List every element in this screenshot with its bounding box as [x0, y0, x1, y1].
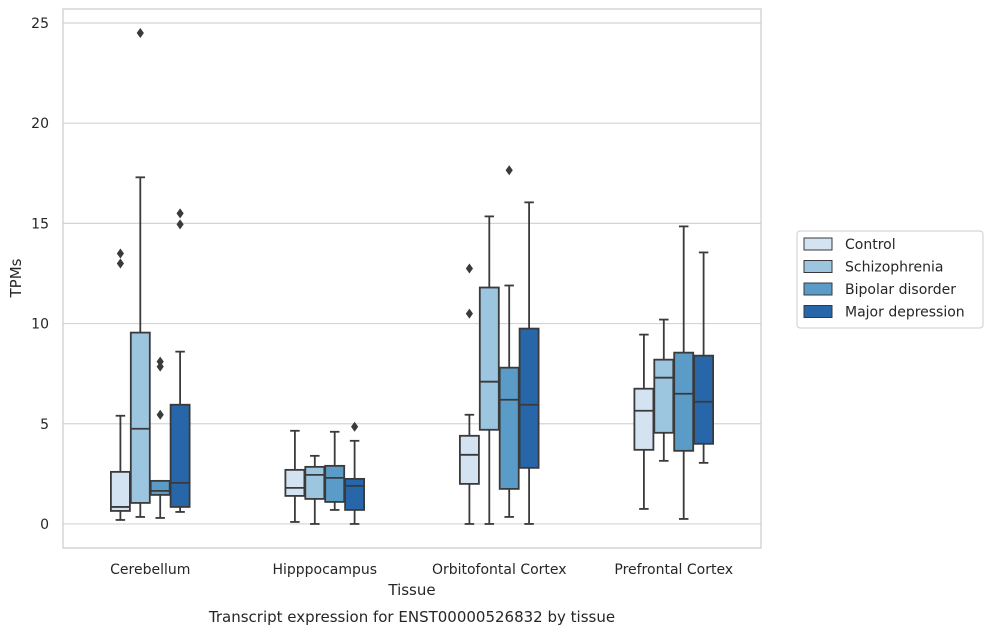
legend-swatch	[803, 260, 833, 273]
outlier-point	[116, 248, 124, 259]
y-tick-label: 25	[31, 16, 49, 32]
box-schizophrenia	[653, 318, 675, 462]
legend-label: Bipolar disorder	[845, 282, 956, 298]
outlier-point	[176, 219, 184, 230]
outlier-point	[505, 165, 513, 176]
outlier-point	[156, 409, 164, 420]
box-schizophrenia	[304, 454, 326, 525]
x-tick-label: Prefrontal Cortex	[614, 562, 733, 578]
x-tick-label: Orbitofontal Cortex	[432, 562, 567, 578]
box-bipolar-disorder	[324, 430, 346, 511]
box-bipolar-disorder	[498, 165, 520, 518]
legend-label: Control	[845, 237, 896, 253]
outlier-point	[116, 258, 124, 269]
y-tick-label: 0	[40, 517, 49, 533]
legend-swatch	[803, 237, 833, 251]
legend-swatch	[803, 282, 833, 296]
x-axis-label: Tissue	[387, 581, 435, 599]
outlier-point	[176, 208, 184, 219]
box-control	[633, 333, 655, 510]
x-tick-label: Hipppocampus	[272, 562, 377, 578]
box-control	[458, 263, 480, 525]
box-iqr	[169, 403, 191, 508]
box-iqr	[478, 286, 500, 431]
outlier-point	[156, 361, 164, 372]
box-major-depression	[344, 421, 366, 525]
box-series	[110, 28, 714, 525]
legend-label: Major depression	[845, 305, 965, 321]
box-iqr	[518, 327, 540, 469]
box-major-depression	[693, 251, 714, 464]
box-iqr	[498, 366, 520, 490]
box-control	[110, 248, 131, 521]
outlier-point	[136, 28, 144, 39]
legend: Control Schizophrenia Bipolar disorder Majo…	[796, 230, 984, 329]
y-axis-label: TPMs	[7, 258, 25, 298]
legend-label: Schizophrenia	[845, 260, 943, 276]
legend-frame	[796, 230, 984, 329]
box-iqr	[149, 479, 171, 496]
y-tick-label: 20	[31, 116, 49, 132]
y-tick-label: 15	[31, 216, 49, 232]
box-iqr	[653, 358, 675, 434]
box-iqr	[284, 468, 306, 497]
y-tick-labels: 0 5 10 15 20 25	[31, 16, 49, 533]
y-tick-label: 5	[40, 417, 49, 433]
box-iqr	[129, 331, 151, 504]
outlier-point	[465, 308, 473, 319]
plot-frame	[62, 8, 762, 549]
box-iqr	[673, 351, 695, 452]
box-control	[284, 429, 306, 523]
x-tick-label: Cerebellum	[110, 562, 190, 578]
box-iqr	[110, 470, 131, 512]
box-iqr	[324, 464, 346, 503]
box-schizophrenia	[478, 215, 500, 525]
box-iqr	[633, 387, 655, 451]
x-tick-labels: Cerebellum Hipppocampus Orbitofontal Corte…	[110, 562, 733, 578]
outlier-point	[465, 263, 473, 274]
gridlines	[63, 22, 761, 525]
box-iqr	[458, 434, 480, 485]
box-iqr	[344, 477, 366, 511]
outlier-point	[156, 356, 164, 367]
y-tick-label: 10	[31, 317, 49, 333]
box-iqr	[693, 354, 714, 445]
chart-caption: Transcript expression for ENST0000052683…	[208, 608, 615, 626]
box-major-depression	[169, 208, 191, 513]
legend-swatch	[803, 305, 833, 318]
box-bipolar-disorder	[149, 356, 171, 519]
box-bipolar-disorder	[673, 225, 695, 520]
outlier-point	[351, 421, 359, 432]
box-schizophrenia	[129, 28, 151, 518]
box-iqr	[304, 465, 326, 500]
box-major-depression	[518, 201, 540, 525]
